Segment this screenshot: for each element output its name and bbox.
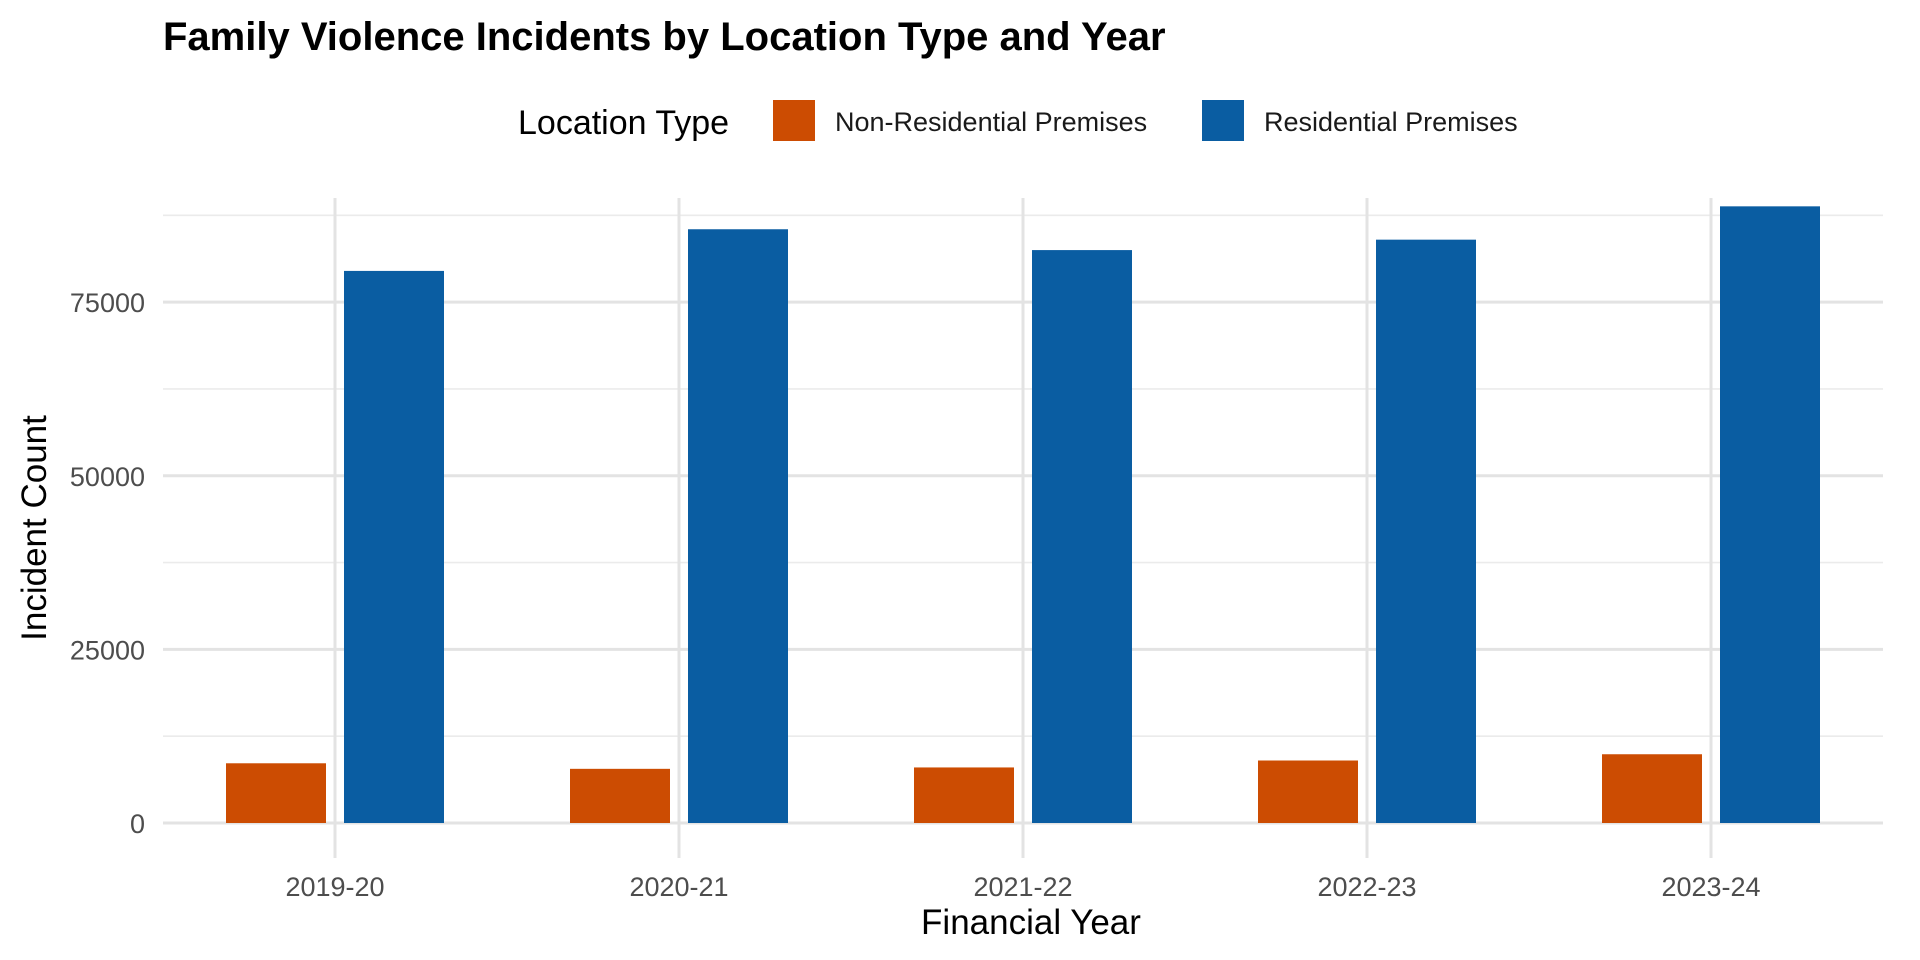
x-tick-label: 2019-20 xyxy=(285,872,384,902)
legend-label-residential: Residential Premises xyxy=(1264,107,1518,137)
bar-non-residential-2019-20 xyxy=(226,763,326,823)
x-tick-label: 2023-24 xyxy=(1661,872,1760,902)
legend-swatch-residential xyxy=(1202,100,1244,141)
bar-non-residential-2022-23 xyxy=(1258,760,1358,823)
y-axis-label: Incident Count xyxy=(15,415,54,641)
legend-label-non-residential: Non-Residential Premises xyxy=(835,107,1147,137)
bar-non-residential-2020-21 xyxy=(570,768,670,823)
bar-residential-2023-24 xyxy=(1720,206,1820,824)
plot-area: 0 25000 50000 75000 2019-20 2020-21 2021-22 202… xyxy=(70,198,1883,902)
chart-title: Family Violence Incidents by Location Ty… xyxy=(163,15,1166,59)
y-tick-label: 0 xyxy=(130,809,145,839)
x-tick-label: 2021-22 xyxy=(973,872,1072,902)
bar-residential-2021-22 xyxy=(1032,250,1132,824)
x-tick-label: 2022-23 xyxy=(1317,872,1416,902)
y-tick-label: 50000 xyxy=(70,462,145,492)
legend-swatch-non-residential xyxy=(773,100,815,141)
y-tick-label: 75000 xyxy=(70,288,145,318)
bar-non-residential-2021-22 xyxy=(914,767,1014,823)
bar-residential-2022-23 xyxy=(1376,239,1476,823)
y-tick-label: 25000 xyxy=(70,635,145,665)
legend-title: Location Type xyxy=(518,104,729,142)
bar-residential-2020-21 xyxy=(688,229,788,823)
x-tick-label: 2020-21 xyxy=(629,872,728,902)
bar-non-residential-2023-24 xyxy=(1602,754,1702,823)
x-axis-label: Financial Year xyxy=(921,903,1141,942)
legend: Location Type Non-Residential Premises R… xyxy=(518,100,1518,142)
bar-residential-2019-20 xyxy=(344,270,444,824)
